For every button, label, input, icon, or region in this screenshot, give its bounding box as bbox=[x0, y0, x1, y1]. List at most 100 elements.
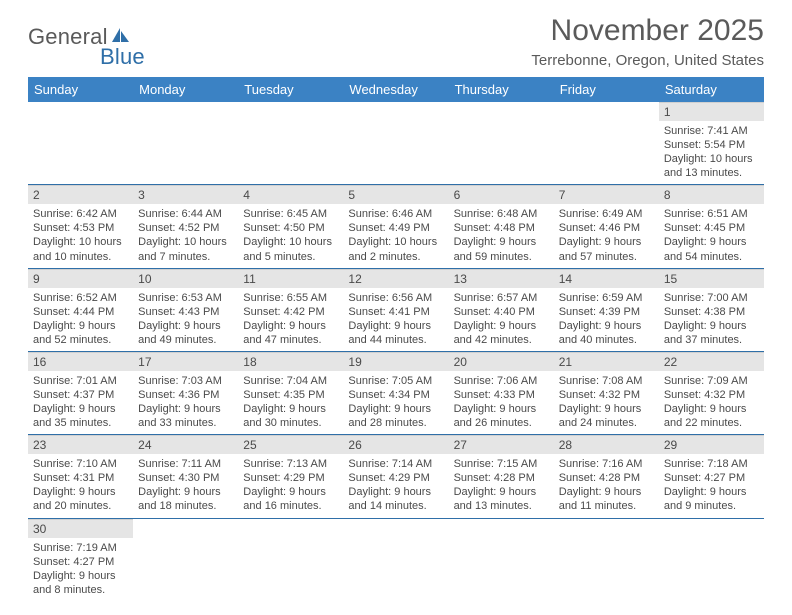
daylight-text: Daylight: 10 hours bbox=[664, 152, 759, 166]
sunset-text: Sunset: 4:29 PM bbox=[243, 471, 338, 485]
daylight-text: and 20 minutes. bbox=[33, 499, 128, 513]
page: General November 2025 Terrebonne, Oregon… bbox=[0, 0, 792, 615]
sunset-text: Sunset: 4:42 PM bbox=[243, 305, 338, 319]
day-body: Sunrise: 6:52 AMSunset: 4:44 PMDaylight:… bbox=[28, 288, 133, 351]
daylight-text: and 13 minutes. bbox=[664, 166, 759, 180]
daylight-text: and 22 minutes. bbox=[664, 416, 759, 430]
daylight-text: and 52 minutes. bbox=[33, 333, 128, 347]
day-body: Sunrise: 6:57 AMSunset: 4:40 PMDaylight:… bbox=[449, 288, 554, 351]
day-number: 6 bbox=[449, 185, 554, 204]
daylight-text: Daylight: 9 hours bbox=[138, 485, 233, 499]
calendar-cell: 29Sunrise: 7:18 AMSunset: 4:27 PMDayligh… bbox=[659, 435, 764, 518]
calendar-cell: 20Sunrise: 7:06 AMSunset: 4:33 PMDayligh… bbox=[449, 351, 554, 434]
day-body: Sunrise: 7:41 AMSunset: 5:54 PMDaylight:… bbox=[659, 121, 764, 184]
sunrise-text: Sunrise: 7:04 AM bbox=[243, 374, 338, 388]
daylight-text: and 49 minutes. bbox=[138, 333, 233, 347]
calendar-cell: 1Sunrise: 7:41 AMSunset: 5:54 PMDaylight… bbox=[659, 102, 764, 185]
title-block: November 2025 Terrebonne, Oregon, United… bbox=[531, 14, 764, 69]
daylight-text: Daylight: 9 hours bbox=[454, 402, 549, 416]
day-body: Sunrise: 7:08 AMSunset: 4:32 PMDaylight:… bbox=[554, 371, 659, 434]
daylight-text: Daylight: 10 hours bbox=[243, 235, 338, 249]
sunrise-text: Sunrise: 6:46 AM bbox=[348, 207, 443, 221]
calendar-cell: 6Sunrise: 6:48 AMSunset: 4:48 PMDaylight… bbox=[449, 185, 554, 268]
day-number: 15 bbox=[659, 269, 764, 288]
sunset-text: Sunset: 4:50 PM bbox=[243, 221, 338, 235]
sunset-text: Sunset: 4:40 PM bbox=[454, 305, 549, 319]
daylight-text: Daylight: 10 hours bbox=[33, 235, 128, 249]
calendar-cell-empty bbox=[554, 102, 659, 185]
calendar-cell-empty bbox=[238, 518, 343, 601]
daylight-text: Daylight: 9 hours bbox=[33, 569, 128, 583]
daylight-text: and 35 minutes. bbox=[33, 416, 128, 430]
sunset-text: Sunset: 4:45 PM bbox=[664, 221, 759, 235]
daylight-text: Daylight: 9 hours bbox=[664, 402, 759, 416]
sunset-text: Sunset: 4:39 PM bbox=[559, 305, 654, 319]
daylight-text: and 44 minutes. bbox=[348, 333, 443, 347]
sunset-text: Sunset: 4:43 PM bbox=[138, 305, 233, 319]
calendar-cell-empty bbox=[238, 102, 343, 185]
sunrise-text: Sunrise: 6:44 AM bbox=[138, 207, 233, 221]
calendar-cell: 17Sunrise: 7:03 AMSunset: 4:36 PMDayligh… bbox=[133, 351, 238, 434]
calendar-cell: 7Sunrise: 6:49 AMSunset: 4:46 PMDaylight… bbox=[554, 185, 659, 268]
sunset-text: Sunset: 4:53 PM bbox=[33, 221, 128, 235]
sunset-text: Sunset: 4:33 PM bbox=[454, 388, 549, 402]
sunset-text: Sunset: 4:29 PM bbox=[348, 471, 443, 485]
sunset-text: Sunset: 4:31 PM bbox=[33, 471, 128, 485]
day-number: 9 bbox=[28, 269, 133, 288]
day-number: 30 bbox=[28, 519, 133, 538]
weekday-header: Tuesday bbox=[238, 77, 343, 102]
sunrise-text: Sunrise: 7:18 AM bbox=[664, 457, 759, 471]
sunrise-text: Sunrise: 6:52 AM bbox=[33, 291, 128, 305]
calendar-cell-empty bbox=[343, 102, 448, 185]
calendar-row: 9Sunrise: 6:52 AMSunset: 4:44 PMDaylight… bbox=[28, 268, 764, 351]
sunset-text: Sunset: 5:54 PM bbox=[664, 138, 759, 152]
daylight-text: and 33 minutes. bbox=[138, 416, 233, 430]
sunset-text: Sunset: 4:38 PM bbox=[664, 305, 759, 319]
daylight-text: and 18 minutes. bbox=[138, 499, 233, 513]
day-body: Sunrise: 7:10 AMSunset: 4:31 PMDaylight:… bbox=[28, 454, 133, 517]
calendar-row: 1Sunrise: 7:41 AMSunset: 5:54 PMDaylight… bbox=[28, 102, 764, 185]
weekday-header: Sunday bbox=[28, 77, 133, 102]
calendar-head: Sunday Monday Tuesday Wednesday Thursday… bbox=[28, 77, 764, 102]
day-body: Sunrise: 6:56 AMSunset: 4:41 PMDaylight:… bbox=[343, 288, 448, 351]
daylight-text: and 28 minutes. bbox=[348, 416, 443, 430]
calendar-cell-empty bbox=[28, 102, 133, 185]
sunset-text: Sunset: 4:34 PM bbox=[348, 388, 443, 402]
weekday-header: Monday bbox=[133, 77, 238, 102]
sunrise-text: Sunrise: 6:42 AM bbox=[33, 207, 128, 221]
sunrise-text: Sunrise: 6:53 AM bbox=[138, 291, 233, 305]
day-body: Sunrise: 6:59 AMSunset: 4:39 PMDaylight:… bbox=[554, 288, 659, 351]
day-number: 22 bbox=[659, 352, 764, 371]
sunrise-text: Sunrise: 6:49 AM bbox=[559, 207, 654, 221]
day-number: 18 bbox=[238, 352, 343, 371]
calendar-cell: 9Sunrise: 6:52 AMSunset: 4:44 PMDaylight… bbox=[28, 268, 133, 351]
day-number: 10 bbox=[133, 269, 238, 288]
day-number: 8 bbox=[659, 185, 764, 204]
daylight-text: and 24 minutes. bbox=[559, 416, 654, 430]
sunset-text: Sunset: 4:27 PM bbox=[33, 555, 128, 569]
calendar-cell: 19Sunrise: 7:05 AMSunset: 4:34 PMDayligh… bbox=[343, 351, 448, 434]
calendar-cell: 18Sunrise: 7:04 AMSunset: 4:35 PMDayligh… bbox=[238, 351, 343, 434]
daylight-text: Daylight: 9 hours bbox=[348, 485, 443, 499]
day-body: Sunrise: 7:04 AMSunset: 4:35 PMDaylight:… bbox=[238, 371, 343, 434]
calendar-cell: 25Sunrise: 7:13 AMSunset: 4:29 PMDayligh… bbox=[238, 435, 343, 518]
daylight-text: and 14 minutes. bbox=[348, 499, 443, 513]
daylight-text: Daylight: 9 hours bbox=[454, 235, 549, 249]
day-number: 4 bbox=[238, 185, 343, 204]
day-number: 2 bbox=[28, 185, 133, 204]
daylight-text: and 40 minutes. bbox=[559, 333, 654, 347]
sunrise-text: Sunrise: 7:00 AM bbox=[664, 291, 759, 305]
weekday-header: Thursday bbox=[449, 77, 554, 102]
daylight-text: Daylight: 9 hours bbox=[138, 319, 233, 333]
calendar-cell-empty bbox=[449, 102, 554, 185]
location-text: Terrebonne, Oregon, United States bbox=[531, 52, 764, 69]
day-number: 29 bbox=[659, 435, 764, 454]
calendar-cell: 14Sunrise: 6:59 AMSunset: 4:39 PMDayligh… bbox=[554, 268, 659, 351]
daylight-text: and 13 minutes. bbox=[454, 499, 549, 513]
daylight-text: Daylight: 9 hours bbox=[454, 319, 549, 333]
day-body: Sunrise: 7:03 AMSunset: 4:36 PMDaylight:… bbox=[133, 371, 238, 434]
daylight-text: and 37 minutes. bbox=[664, 333, 759, 347]
calendar-row: 2Sunrise: 6:42 AMSunset: 4:53 PMDaylight… bbox=[28, 185, 764, 268]
day-body: Sunrise: 7:06 AMSunset: 4:33 PMDaylight:… bbox=[449, 371, 554, 434]
calendar-cell: 3Sunrise: 6:44 AMSunset: 4:52 PMDaylight… bbox=[133, 185, 238, 268]
